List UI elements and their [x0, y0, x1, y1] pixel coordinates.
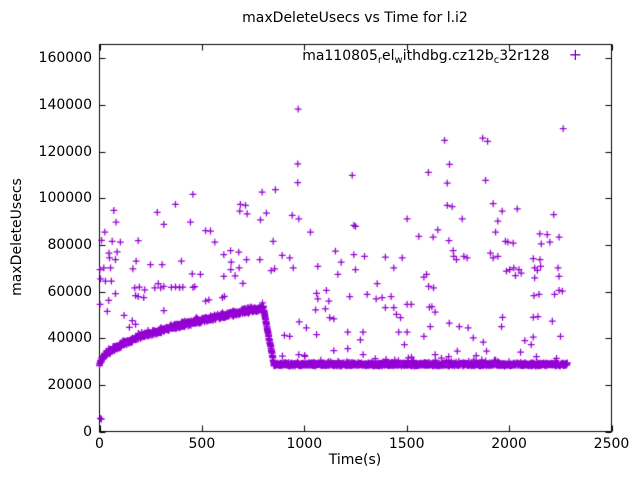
- y-tick-label: 100000: [38, 190, 92, 207]
- x-tick-label: 0: [95, 436, 104, 452]
- y-tick-label: 40000: [47, 330, 92, 347]
- legend-plus-marker-icon: +: [568, 45, 582, 64]
- x-axis-label: Time(s): [328, 452, 382, 468]
- y-tick-label: 0: [83, 423, 92, 440]
- y-tick-label: 120000: [38, 143, 92, 160]
- chart-title: maxDeleteUsecs vs Time for l.i2: [242, 10, 468, 26]
- x-tick-label: 2000: [491, 436, 527, 452]
- y-tick-label: 20000: [47, 376, 92, 393]
- x-tick-label: 2500: [593, 436, 630, 452]
- legend: ma110805relwithdbg.cz12bc32r128 +: [302, 45, 582, 68]
- y-tick-label: 60000: [47, 283, 92, 300]
- x-tick-label: 1500: [388, 436, 425, 452]
- y-tick-label: 140000: [38, 97, 92, 114]
- legend-series-label: ma110805relwithdbg.cz12bc32r128: [302, 48, 550, 67]
- y-tick-label: 160000: [38, 50, 92, 67]
- x-tick-label: 1000: [286, 436, 323, 452]
- y-tick-label: 80000: [47, 236, 92, 253]
- x-tick-label: 500: [188, 436, 216, 452]
